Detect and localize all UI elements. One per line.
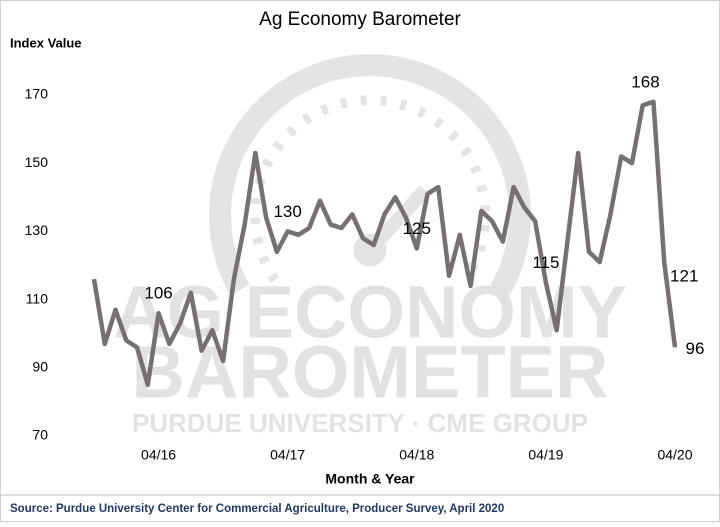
y-tick-label: 70: [32, 427, 48, 443]
x-tick-label: 04/19: [528, 447, 563, 463]
y-tick-label: 90: [32, 359, 48, 375]
x-axis-title: Month & Year: [325, 471, 415, 487]
watermark-text: BAROMETER: [132, 331, 609, 414]
x-tick-label: 04/18: [399, 447, 434, 463]
source: Source: Purdue University Center for Com…: [10, 503, 504, 515]
y-tick-label: 130: [25, 222, 49, 238]
line: [91, 99, 678, 388]
data-label: 121: [670, 267, 698, 286]
watermark-text: PURDUE UNIVERSITY · CME GROUP: [132, 408, 588, 438]
data-label: 168: [631, 72, 659, 91]
data-label: 125: [403, 219, 431, 238]
y-axis-title: Index Value: [10, 35, 82, 50]
data-label: 96: [686, 339, 705, 358]
data-label: 115: [532, 253, 559, 272]
x-tick-label: 04/16: [141, 447, 176, 463]
x-tick-label: 04/20: [657, 447, 692, 463]
y-tick-label: 150: [25, 154, 49, 170]
data-label: 106: [144, 284, 172, 303]
x-tick-label: 04/17: [270, 447, 305, 463]
y-tick-label: 170: [25, 86, 49, 102]
data-label: 130: [273, 202, 301, 221]
chart-title: Ag Economy Barometer: [259, 9, 461, 30]
y-tick-label: 110: [26, 290, 49, 306]
